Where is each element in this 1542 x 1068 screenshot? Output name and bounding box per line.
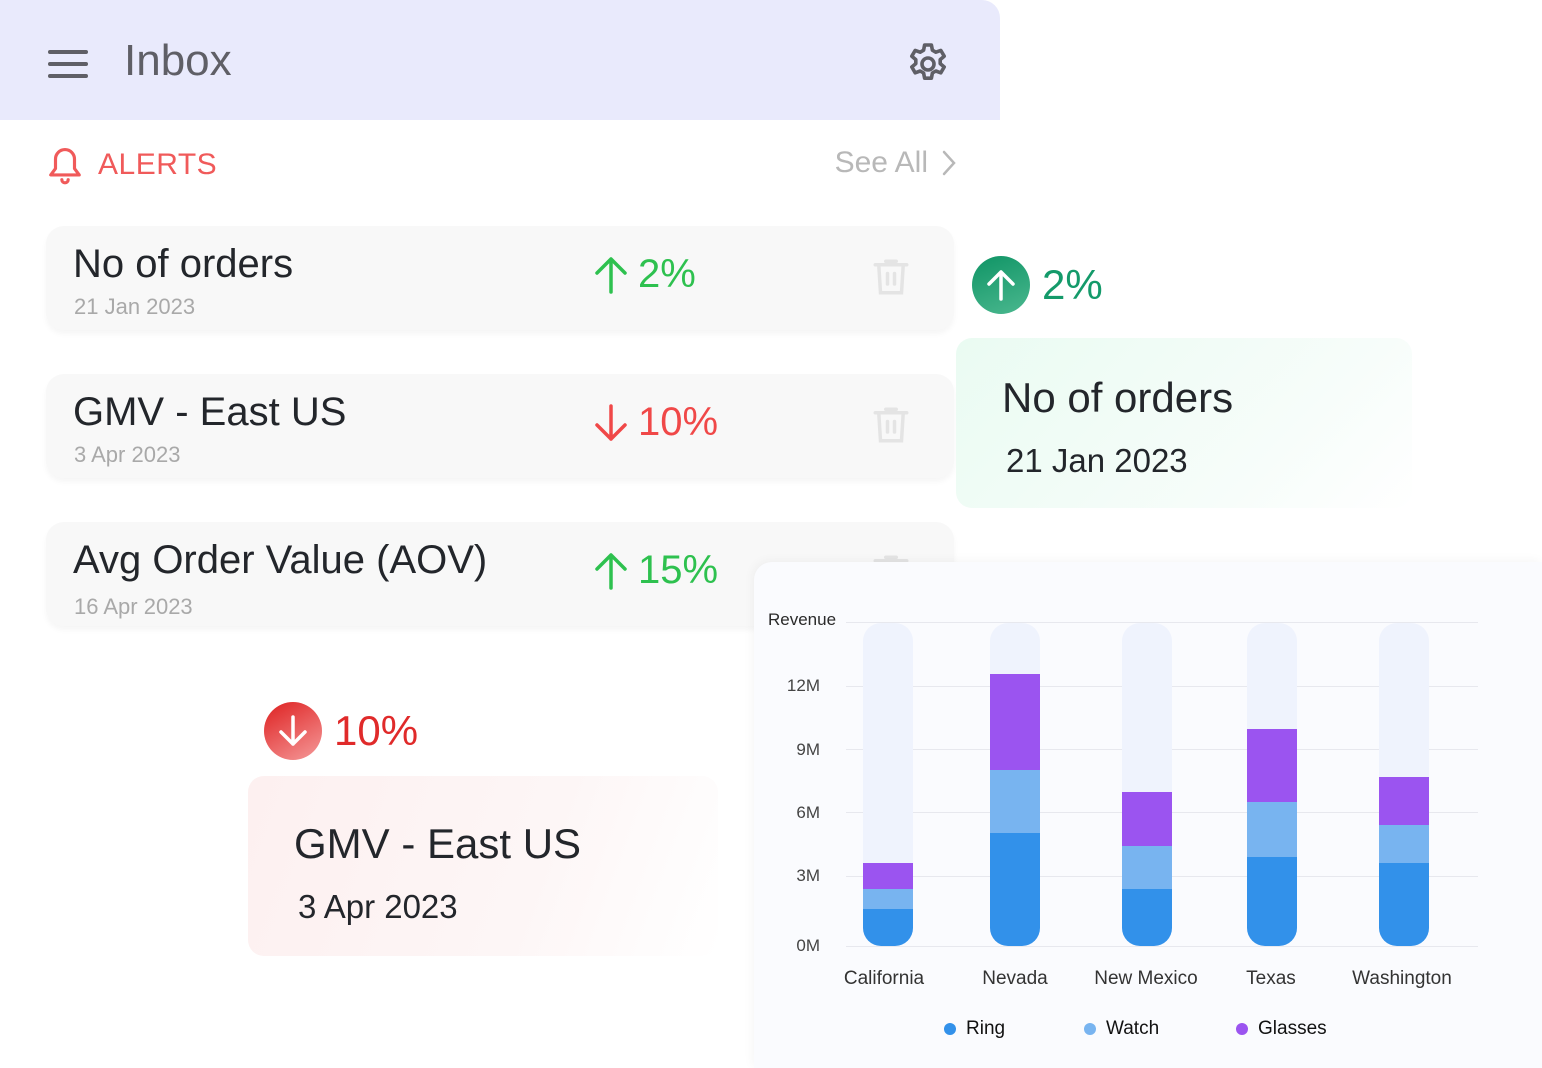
bar-texas[interactable] bbox=[1247, 623, 1297, 946]
bar-segment-ring bbox=[990, 832, 1040, 946]
page-title: Inbox bbox=[124, 36, 232, 85]
chevron-right-icon bbox=[942, 150, 956, 176]
see-all-link[interactable]: See All bbox=[835, 146, 956, 180]
y-tick: 3M bbox=[796, 866, 820, 885]
bar-segment-glasses bbox=[1247, 728, 1297, 803]
alerts-header: ALERTS See All bbox=[46, 140, 956, 190]
y-tick: 0M bbox=[796, 936, 820, 955]
trash-icon[interactable] bbox=[870, 404, 912, 446]
arrow-down-icon bbox=[595, 403, 627, 441]
x-tick: Texas bbox=[1246, 968, 1296, 989]
arrow-up-icon bbox=[595, 256, 627, 294]
revenue-chart: Revenue 12M 9M 6M 3M 0M California Nevad… bbox=[754, 562, 1542, 1068]
arrow-down-circle-icon bbox=[264, 702, 322, 760]
bar-segment-glasses bbox=[990, 674, 1040, 770]
y-tick: 9M bbox=[796, 740, 820, 759]
highlight-name: GMV - East US bbox=[294, 820, 582, 867]
bar-segment-glasses bbox=[1379, 777, 1429, 826]
highlight-card-up[interactable]: No of orders 21 Jan 2023 bbox=[956, 338, 1412, 508]
bar-segment-watch bbox=[1122, 845, 1172, 890]
bar-segment-ring bbox=[1379, 863, 1429, 946]
change-badge-down: 10% bbox=[264, 702, 418, 760]
x-tick: Nevada bbox=[982, 968, 1048, 989]
bar-segment-glasses bbox=[863, 863, 913, 890]
x-axis-line bbox=[846, 946, 1478, 947]
gridline bbox=[846, 622, 1478, 623]
change-badge-up: 2% bbox=[972, 256, 1103, 314]
y-tick: 6M bbox=[796, 803, 820, 822]
highlight-name: No of orders bbox=[1002, 374, 1234, 421]
gear-icon[interactable] bbox=[904, 40, 952, 88]
bar-segment-ring bbox=[1247, 856, 1297, 946]
alerts-label: ALERTS bbox=[98, 148, 218, 181]
x-tick: Washington bbox=[1352, 968, 1452, 989]
app-header: Inbox bbox=[0, 0, 1000, 120]
x-tick: New Mexico bbox=[1094, 968, 1198, 989]
alert-change: 15% bbox=[594, 548, 718, 593]
alert-name: Avg Order Value (AOV) bbox=[73, 538, 488, 582]
bar-new-mexico[interactable] bbox=[1122, 623, 1172, 946]
alert-card[interactable]: GMV - East US 3 Apr 2023 10% bbox=[46, 374, 954, 478]
bar-segment-watch bbox=[863, 889, 913, 910]
bar-segment-watch bbox=[990, 769, 1040, 833]
bar-california[interactable] bbox=[863, 623, 913, 946]
bar-segment-watch bbox=[1247, 802, 1297, 857]
legend-item-ring[interactable]: Ring bbox=[944, 1018, 1005, 1040]
legend-item-watch[interactable]: Watch bbox=[1084, 1018, 1159, 1040]
bar-washington[interactable] bbox=[1379, 623, 1429, 946]
legend-dot-icon bbox=[1236, 1023, 1248, 1035]
arrow-up-icon bbox=[595, 552, 627, 590]
legend-dot-icon bbox=[944, 1023, 956, 1035]
bell-icon bbox=[49, 147, 81, 185]
arrow-up-circle-icon bbox=[972, 256, 1030, 314]
alert-name: GMV - East US bbox=[73, 390, 347, 434]
alert-card[interactable]: No of orders 21 Jan 2023 2% bbox=[46, 226, 954, 330]
alert-name: No of orders bbox=[73, 242, 294, 286]
legend-item-glasses[interactable]: Glasses bbox=[1236, 1018, 1327, 1040]
bar-segment-watch bbox=[1379, 825, 1429, 864]
y-tick: 12M bbox=[786, 676, 820, 695]
change-value: 2% bbox=[1042, 261, 1103, 308]
hamburger-menu-icon[interactable] bbox=[48, 48, 88, 80]
bar-segment-ring bbox=[1122, 889, 1172, 946]
alert-date: 16 Apr 2023 bbox=[74, 594, 193, 619]
y-axis-label: Revenue bbox=[768, 610, 837, 629]
alert-change: 10% bbox=[594, 400, 718, 445]
highlight-date: 3 Apr 2023 bbox=[298, 888, 458, 925]
alert-date: 21 Jan 2023 bbox=[74, 294, 196, 319]
legend-dot-icon bbox=[1084, 1023, 1096, 1035]
bar-nevada[interactable] bbox=[990, 623, 1040, 946]
highlight-card-down[interactable]: GMV - East US 3 Apr 2023 bbox=[248, 776, 718, 956]
see-all-label: See All bbox=[834, 146, 928, 179]
x-tick: California bbox=[843, 968, 925, 989]
alert-date: 3 Apr 2023 bbox=[74, 442, 181, 467]
change-value: 10% bbox=[334, 707, 419, 754]
alert-change: 2% bbox=[594, 252, 696, 297]
trash-icon[interactable] bbox=[870, 256, 912, 298]
bar-segment-ring bbox=[863, 909, 913, 946]
bar-segment-glasses bbox=[1122, 791, 1172, 846]
highlight-date: 21 Jan 2023 bbox=[1006, 442, 1188, 479]
